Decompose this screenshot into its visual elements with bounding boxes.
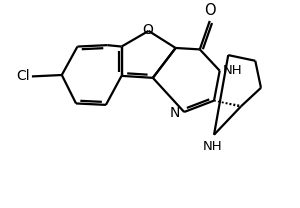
Text: O: O [205,2,216,17]
Text: NH: NH [203,140,222,153]
Text: N: N [169,106,180,120]
Text: O: O [142,23,153,37]
Text: NH: NH [223,64,243,77]
Text: Cl: Cl [16,69,30,83]
